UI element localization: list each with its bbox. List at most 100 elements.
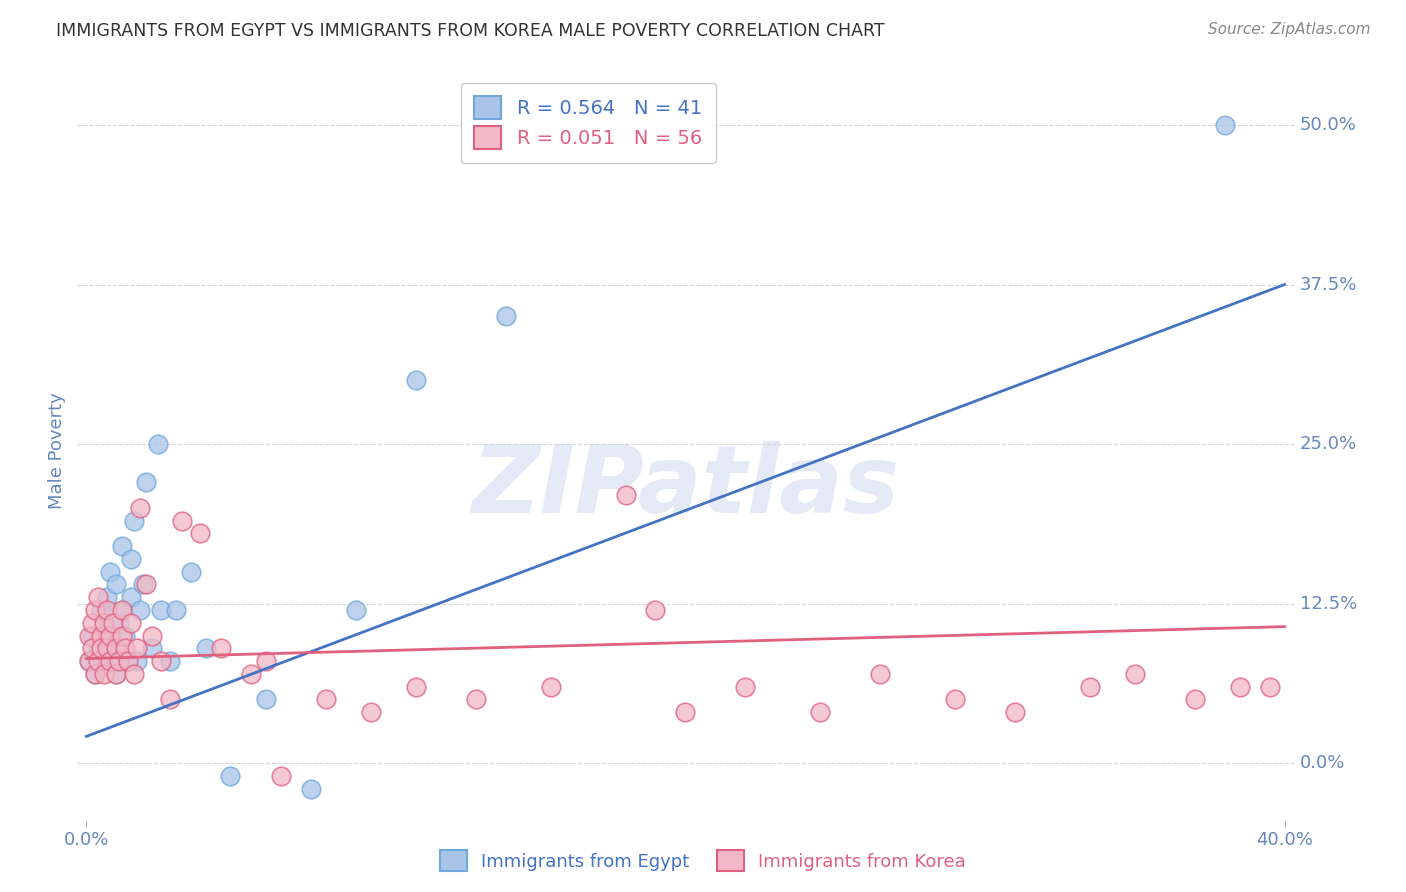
Legend: Immigrants from Egypt, Immigrants from Korea: Immigrants from Egypt, Immigrants from K… bbox=[433, 843, 973, 879]
Point bbox=[132, 577, 155, 591]
Point bbox=[105, 641, 128, 656]
Text: 37.5%: 37.5% bbox=[1299, 276, 1357, 293]
Point bbox=[96, 591, 118, 605]
Point bbox=[209, 641, 232, 656]
Point bbox=[120, 615, 142, 630]
Point bbox=[122, 666, 145, 681]
Point bbox=[135, 475, 157, 490]
Point bbox=[96, 641, 118, 656]
Point bbox=[111, 539, 134, 553]
Point bbox=[90, 654, 112, 668]
Point bbox=[84, 666, 107, 681]
Point bbox=[1229, 680, 1251, 694]
Text: 12.5%: 12.5% bbox=[1299, 595, 1357, 613]
Point bbox=[1258, 680, 1281, 694]
Point bbox=[82, 615, 104, 630]
Point bbox=[79, 654, 101, 668]
Text: 25.0%: 25.0% bbox=[1299, 435, 1357, 453]
Point bbox=[93, 615, 115, 630]
Point bbox=[195, 641, 218, 656]
Point bbox=[96, 641, 118, 656]
Point bbox=[82, 641, 104, 656]
Point bbox=[188, 526, 211, 541]
Point bbox=[127, 654, 149, 668]
Text: 50.0%: 50.0% bbox=[1299, 116, 1357, 134]
Point bbox=[105, 666, 128, 681]
Text: 0.0%: 0.0% bbox=[1299, 755, 1346, 772]
Point bbox=[103, 654, 125, 668]
Point bbox=[150, 603, 173, 617]
Point bbox=[114, 629, 136, 643]
Point bbox=[159, 654, 181, 668]
Point bbox=[111, 603, 134, 617]
Point bbox=[114, 641, 136, 656]
Point bbox=[98, 629, 121, 643]
Point bbox=[1184, 692, 1206, 706]
Point bbox=[254, 654, 277, 668]
Point bbox=[90, 641, 112, 656]
Point bbox=[98, 629, 121, 643]
Point bbox=[540, 680, 562, 694]
Point bbox=[464, 692, 486, 706]
Point bbox=[159, 692, 181, 706]
Point bbox=[93, 615, 115, 630]
Point bbox=[495, 310, 517, 324]
Point bbox=[943, 692, 966, 706]
Point bbox=[1004, 705, 1026, 719]
Point bbox=[614, 488, 637, 502]
Point bbox=[96, 603, 118, 617]
Point bbox=[120, 552, 142, 566]
Point bbox=[219, 769, 242, 783]
Point bbox=[141, 641, 163, 656]
Point bbox=[87, 641, 110, 656]
Point bbox=[103, 615, 125, 630]
Point bbox=[270, 769, 292, 783]
Point bbox=[84, 603, 107, 617]
Point bbox=[82, 629, 104, 643]
Point bbox=[90, 603, 112, 617]
Point bbox=[98, 654, 121, 668]
Point bbox=[148, 437, 170, 451]
Text: Source: ZipAtlas.com: Source: ZipAtlas.com bbox=[1208, 22, 1371, 37]
Point bbox=[79, 629, 101, 643]
Point bbox=[105, 666, 128, 681]
Point bbox=[315, 692, 337, 706]
Point bbox=[84, 666, 107, 681]
Y-axis label: Male Poverty: Male Poverty bbox=[48, 392, 66, 508]
Point bbox=[111, 603, 134, 617]
Point bbox=[98, 565, 121, 579]
Point bbox=[299, 781, 322, 796]
Point bbox=[808, 705, 831, 719]
Point bbox=[405, 373, 427, 387]
Point bbox=[675, 705, 697, 719]
Point bbox=[117, 654, 139, 668]
Point bbox=[1213, 118, 1236, 132]
Point bbox=[105, 641, 128, 656]
Point bbox=[87, 654, 110, 668]
Point bbox=[93, 666, 115, 681]
Point bbox=[180, 565, 202, 579]
Point bbox=[108, 654, 131, 668]
Point bbox=[1123, 666, 1146, 681]
Point bbox=[172, 514, 194, 528]
Point bbox=[240, 666, 263, 681]
Point bbox=[90, 629, 112, 643]
Text: ZIPatlas: ZIPatlas bbox=[471, 442, 900, 533]
Point bbox=[344, 603, 367, 617]
Point bbox=[141, 629, 163, 643]
Point bbox=[129, 603, 152, 617]
Point bbox=[79, 654, 101, 668]
Point bbox=[135, 577, 157, 591]
Point bbox=[129, 500, 152, 515]
Point bbox=[122, 514, 145, 528]
Point bbox=[108, 615, 131, 630]
Point bbox=[165, 603, 187, 617]
Point bbox=[111, 629, 134, 643]
Point bbox=[734, 680, 756, 694]
Point bbox=[117, 654, 139, 668]
Point bbox=[869, 666, 891, 681]
Point bbox=[87, 591, 110, 605]
Point bbox=[1078, 680, 1101, 694]
Point bbox=[405, 680, 427, 694]
Point bbox=[150, 654, 173, 668]
